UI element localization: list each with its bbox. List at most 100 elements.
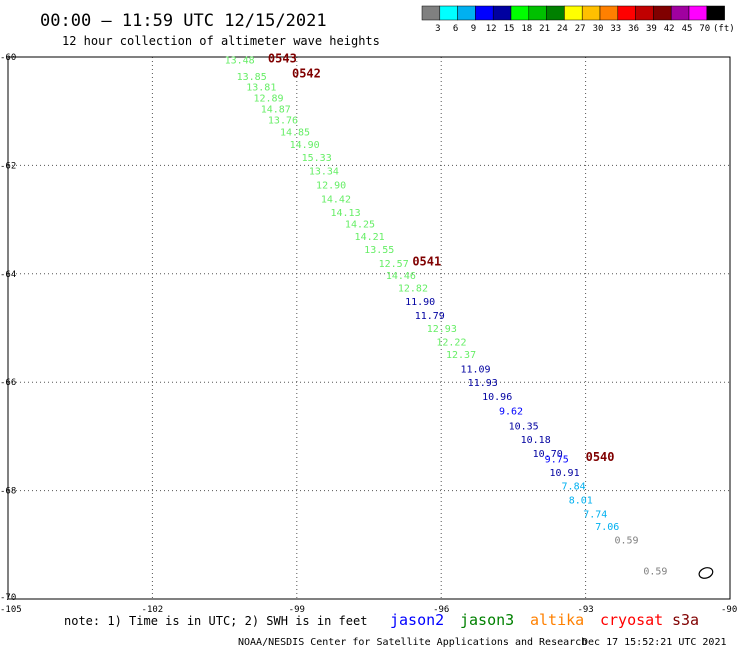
- legend-swatch: [635, 5, 654, 21]
- legend-label: 24: [557, 24, 568, 34]
- wave-height-label: 11.90: [405, 297, 435, 308]
- wave-height-label: 13.34: [309, 167, 339, 178]
- legend-label: 21: [539, 24, 550, 34]
- wave-height-label: 11.79: [415, 311, 445, 322]
- wave-height-label: 12.89: [253, 93, 283, 104]
- x-tick-label: -99: [289, 605, 305, 615]
- legend-swatch: [706, 5, 725, 21]
- legend-label: 30: [593, 24, 604, 34]
- legend-swatch: [617, 5, 636, 21]
- pass-time-label: 0542: [292, 67, 321, 81]
- legend-swatch: [475, 5, 494, 21]
- chart-subtitle: 12 hour collection of altimeter wave hei…: [62, 34, 380, 48]
- legend-label: 33: [610, 24, 621, 34]
- wave-height-label: 12.22: [436, 337, 466, 348]
- legend-label: 45: [682, 24, 693, 34]
- longitude-ticks: -102 -99 -96 -93: [142, 605, 594, 615]
- wave-height-label: 13.55: [364, 245, 394, 256]
- satellite-name: s3a: [672, 611, 699, 629]
- wave-height-label: 10.70: [533, 449, 563, 460]
- pass-time-labels: 0543 0542 0541 0540: [268, 51, 615, 463]
- wave-height-label: 7.06: [595, 522, 619, 533]
- wave-height-label: 11.93: [468, 378, 498, 389]
- satellite-name: altika: [530, 611, 584, 629]
- corner-label-x-right: -90: [721, 605, 737, 615]
- wave-height-values: 13.48 13.8513.8112.8914.8713.7614.8514.90…: [225, 56, 668, 578]
- wave-height-label: 7.74: [583, 510, 607, 521]
- wave-height-label: 12.37: [446, 350, 476, 361]
- legend-label: 12: [486, 24, 497, 34]
- x-tick-label: -96: [433, 605, 449, 615]
- legend-label: 3: [435, 24, 440, 34]
- wave-height-label: 10.18: [521, 435, 551, 446]
- legend-swatch: [492, 5, 512, 21]
- y-tick-label: -62: [0, 161, 16, 171]
- footer-note: note: 1) Time is in UTC; 2) SWH is in fe…: [64, 614, 367, 628]
- wave-height-label: 13.85: [237, 72, 267, 83]
- latitude-ticks: -62 -64 -66 -68: [0, 161, 16, 496]
- footer-timestamp: Dec 17 15:52:21 UTC 2021: [582, 637, 727, 648]
- legend-label: 27: [575, 24, 586, 34]
- wave-height-label: 10.96: [482, 392, 512, 403]
- wave-height-label: 14.90: [290, 140, 320, 151]
- wave-height-label: 12.93: [427, 324, 457, 335]
- wave-height-label: 14.42: [321, 194, 351, 205]
- legend-swatch: [528, 5, 547, 21]
- wave-height-label: 0.59: [643, 567, 667, 578]
- corner-label-bottom-left: -70: [0, 593, 16, 603]
- satellite-legend: jason2 jason3 altika cryosat s3a: [390, 611, 699, 629]
- pass-time-label: 0541: [412, 255, 441, 269]
- satellite-name: cryosat: [600, 611, 663, 629]
- wave-height-label: 12.57: [379, 259, 409, 270]
- legend-label: 15: [504, 24, 515, 34]
- corner-label-top-left: -60: [0, 53, 16, 63]
- satellite-name: jason2: [390, 611, 444, 629]
- pass-time-label: 0540: [586, 450, 615, 464]
- wave-height-label: 9.75: [545, 454, 569, 465]
- wave-height-label: 15.33: [302, 153, 332, 164]
- y-tick-label: -68: [0, 487, 16, 497]
- legend-swatch: [564, 5, 583, 21]
- legend-label: 6: [453, 24, 458, 34]
- wave-height-label: 9.62: [499, 407, 523, 418]
- legend-swatch: [421, 5, 441, 21]
- y-tick-label: -64: [0, 270, 16, 280]
- legend-swatch: [510, 5, 530, 21]
- plot-grid: [8, 57, 730, 599]
- legend-swatch: [670, 5, 690, 21]
- wave-height-label: 14.85: [280, 128, 310, 139]
- legend-swatch: [457, 5, 476, 21]
- wave-height-label: 8.01: [569, 496, 593, 507]
- x-tick-label: -93: [577, 605, 593, 615]
- wave-height-label: 13.48: [225, 56, 255, 67]
- pass-time-label: 0543: [268, 51, 297, 65]
- legend-swatch: [599, 5, 619, 21]
- legend-unit: (ft): [713, 24, 735, 34]
- wave-height-label: 7.84: [562, 482, 586, 493]
- legend-swatch: [546, 5, 565, 21]
- wave-height-label: 11.09: [460, 364, 490, 375]
- legend-label: 18: [521, 24, 532, 34]
- plot-frame: [7, 56, 731, 600]
- legend-swatch: [439, 5, 458, 21]
- chart-title: 00:00 – 11:59 UTC 12/15/2021: [40, 11, 327, 31]
- wave-height-label: 12.90: [316, 181, 346, 192]
- legend-swatch: [688, 5, 708, 21]
- y-tick-label: -66: [0, 378, 16, 388]
- wave-height-label: 13.76: [268, 116, 298, 127]
- island-shape: [698, 567, 714, 579]
- island-outline: [698, 567, 714, 579]
- legend-label: 42: [664, 24, 675, 34]
- wave-height-label: 14.87: [261, 104, 291, 115]
- wave-height-label: 14.21: [355, 232, 385, 243]
- wave-height-label: 10.35: [509, 421, 539, 432]
- legend-label: 9: [471, 24, 476, 34]
- wave-height-label: 14.46: [386, 271, 416, 282]
- wave-height-label: 10.91: [550, 468, 580, 479]
- legend-label: 39: [646, 24, 657, 34]
- wave-height-label: 14.25: [345, 220, 375, 231]
- legend-label: 70: [699, 24, 710, 34]
- legend-label: 36: [628, 24, 639, 34]
- wave-height-label: 0.59: [614, 536, 638, 547]
